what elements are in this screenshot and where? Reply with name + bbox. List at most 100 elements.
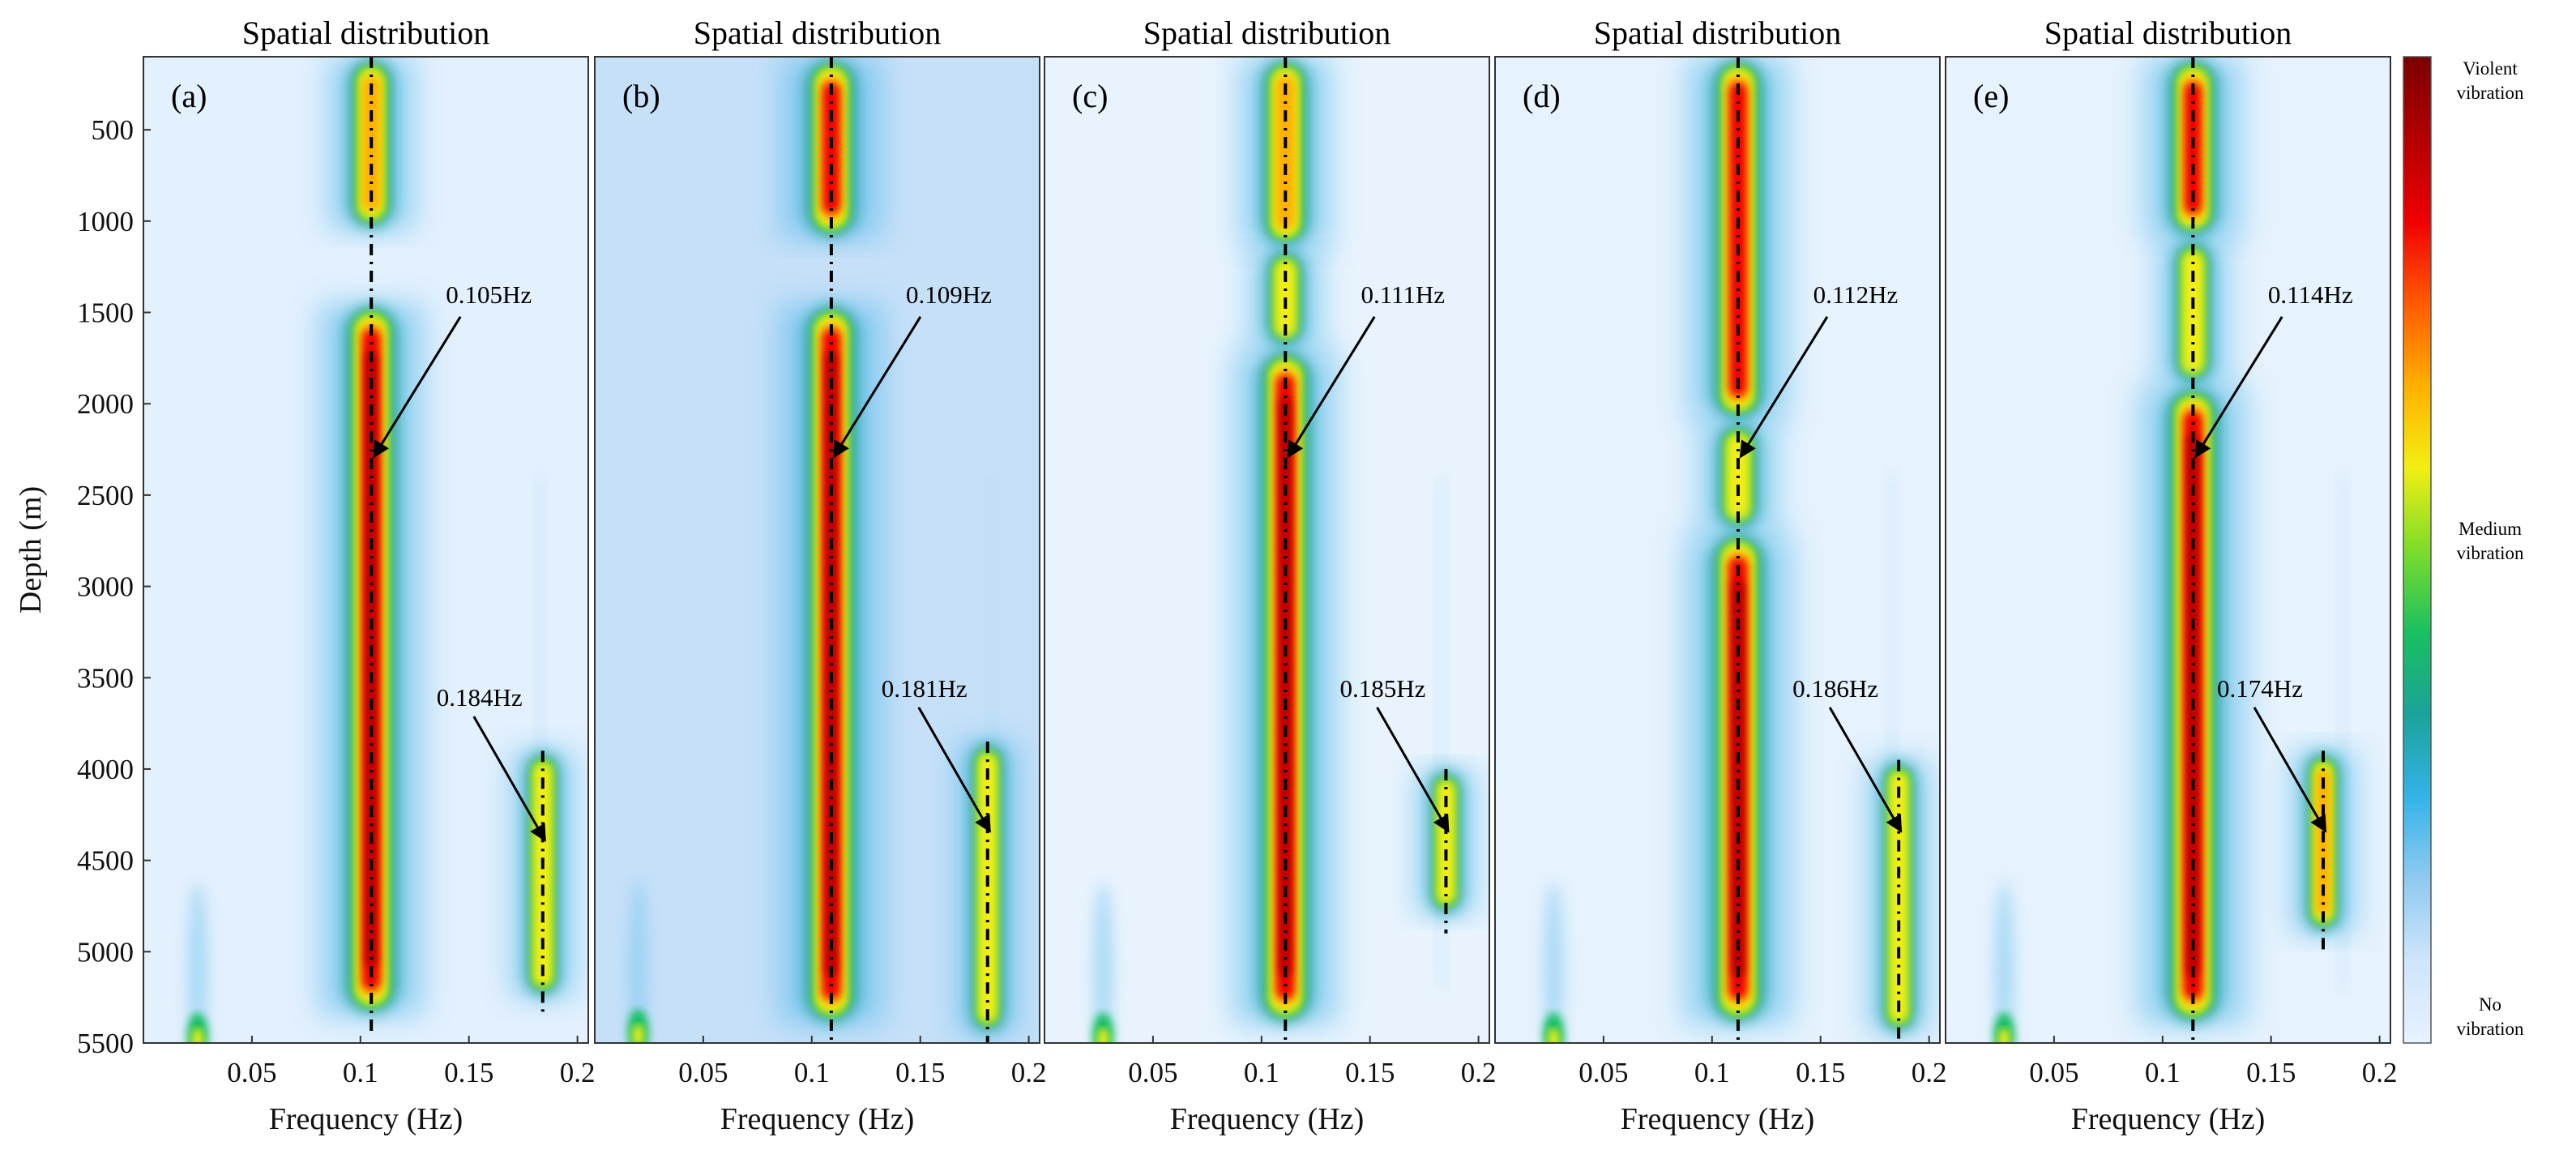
y-tick-label: 3500: [77, 662, 134, 694]
heatmap-layer: [627, 57, 1019, 1043]
y-tick-label: 3000: [77, 571, 134, 603]
panel-b: (b) Spatial distribution 0.05 0.1 0.15 0.2 Fre…: [594, 15, 1047, 1136]
low-freq-glow: [1093, 882, 1113, 1043]
mode-band-red: [1729, 83, 1747, 396]
x-tick-label: 0.2: [560, 1057, 596, 1088]
faint-streak: [989, 477, 996, 989]
x-axis-label: Frequency (Hz): [1621, 1102, 1815, 1136]
colorbar-bottom-label: vibration: [2456, 1019, 2524, 1039]
panel-title: Spatial distribution: [242, 15, 490, 51]
y-tick-label: 1500: [77, 297, 134, 329]
annotation-arrow: [832, 316, 922, 459]
colorbar-bottom-label: No: [2479, 994, 2501, 1015]
annotation-label: 0.174Hz: [2217, 674, 2303, 703]
x-axis-label: Frequency (Hz): [269, 1102, 464, 1136]
plot-frame: [1044, 56, 1490, 1044]
panel-label: (a): [171, 78, 207, 114]
faint-streak: [1889, 477, 1896, 989]
annotation-label: 0.186Hz: [1792, 674, 1878, 703]
y-tick-label: 4500: [77, 845, 134, 877]
y-tick-label: 5500: [77, 1028, 134, 1059]
panel-label: (b): [622, 78, 660, 114]
mode-2: [511, 750, 575, 1016]
x-axis-label: Frequency (Hz): [2071, 1102, 2266, 1136]
panel-d: (d) Spatial distribution 0.05 0.1 0.15 0.2 Fre…: [1494, 15, 1947, 1136]
annotation-arrow: [2194, 316, 2283, 459]
low-freq-core: [1097, 1027, 1109, 1043]
mode-band-yellow: [2182, 252, 2203, 373]
mode-band-orange: [1275, 76, 1296, 229]
panel-label: (c): [1072, 78, 1108, 114]
x-tick-label: 0.2: [1461, 1057, 1497, 1088]
heatmap-layer: [1092, 57, 1476, 1043]
y-tick-label: 1000: [77, 206, 134, 237]
panel-title: Spatial distribution: [694, 15, 942, 51]
y-tick-label: 2500: [77, 480, 134, 511]
x-tick-label: 0.1: [343, 1057, 378, 1088]
heatmap-layer: [186, 57, 575, 1043]
x-tick-label: 0.1: [794, 1057, 830, 1088]
x-tick-label: 0.15: [895, 1057, 945, 1088]
panel-title: Spatial distribution: [1143, 15, 1391, 51]
colorbar: [2403, 56, 2432, 1044]
mode-1: [779, 57, 883, 1043]
annotation-label: 0.105Hz: [446, 280, 532, 309]
x-tick-label: 0.15: [2246, 1057, 2296, 1088]
y-tick-label: 4000: [77, 754, 134, 785]
panel-label: (d): [1523, 78, 1561, 114]
x-tick-label: 0.15: [1796, 1057, 1845, 1088]
x-tick-label: 0.1: [1244, 1057, 1279, 1088]
annotation-label: 0.181Hz: [882, 674, 968, 703]
plot-frame: [143, 56, 589, 1044]
y-tick-label: 500: [92, 114, 135, 146]
x-tick-label: 0.05: [227, 1057, 276, 1088]
faint-streak: [2339, 477, 2347, 989]
mode-band-core: [1279, 397, 1292, 977]
mode-band-yellow: [978, 754, 997, 1021]
heatmap-layer: [1543, 57, 1930, 1043]
x-axis-label: Frequency (Hz): [1170, 1102, 1365, 1136]
panel-c: (c) Spatial distribution 0.05 0.1 0.15 0.2 Fre…: [1044, 15, 1496, 1136]
annotation-arrow: [917, 707, 992, 833]
low-freq-glow: [628, 878, 648, 1043]
x-tick-label: 0.15: [1345, 1057, 1395, 1088]
mode-band-yellow: [533, 763, 552, 985]
faint-streak: [1438, 477, 1446, 989]
annotation-arrow: [2253, 707, 2327, 833]
mode-band-core: [1732, 579, 1744, 977]
low-freq-core: [191, 1027, 203, 1043]
annotation-arrow: [472, 716, 547, 842]
annotation-arrow: [1739, 316, 1829, 459]
x-tick-label: 0.1: [2145, 1057, 2181, 1088]
x-tick-label: 0.05: [678, 1057, 728, 1088]
y-tick-label: 5000: [77, 936, 134, 968]
mode-2: [2291, 750, 2356, 952]
x-tick-label: 0.2: [1912, 1057, 1947, 1088]
mode-1: [1684, 57, 1792, 1043]
annotation-label: 0.111Hz: [1361, 280, 1445, 309]
low-freq-core: [1548, 1027, 1560, 1043]
panel-label: (e): [1973, 78, 2009, 114]
mode-2: [1867, 759, 1930, 1043]
x-tick-label: 0.05: [1128, 1057, 1177, 1088]
panel-a: (a) Spatial distribution 0.05 0.1 0.15 0.2 Fre…: [14, 15, 595, 1136]
x-tick-label: 0.05: [2029, 1057, 2078, 1088]
annotation-arrow: [1828, 707, 1903, 833]
mode-band-core: [365, 352, 378, 968]
plot-frame: [1494, 56, 1941, 1044]
annotation-label: 0.114Hz: [2268, 280, 2353, 309]
low-freq-core: [632, 1024, 644, 1043]
low-freq-glow: [187, 882, 207, 1043]
x-tick-label: 0.05: [1578, 1057, 1628, 1088]
panel-e: (e) Spatial distribution 0.05 0.1 0.15 0.2 Fre…: [1945, 15, 2398, 1136]
low-freq-glow: [1994, 882, 2014, 1043]
colorbar-mid-label: vibration: [2456, 543, 2524, 563]
x-axis-label: Frequency (Hz): [720, 1102, 915, 1136]
y-axis-label: Depth (m): [14, 486, 48, 613]
x-tick-label: 0.2: [2362, 1057, 2398, 1088]
plot-frame: [594, 56, 1040, 1044]
x-tick-label: 0.1: [1694, 1057, 1730, 1088]
y-tick-label: 2000: [77, 388, 134, 420]
x-tick-label: 0.2: [1011, 1057, 1047, 1088]
low-freq-core: [1998, 1027, 2010, 1043]
